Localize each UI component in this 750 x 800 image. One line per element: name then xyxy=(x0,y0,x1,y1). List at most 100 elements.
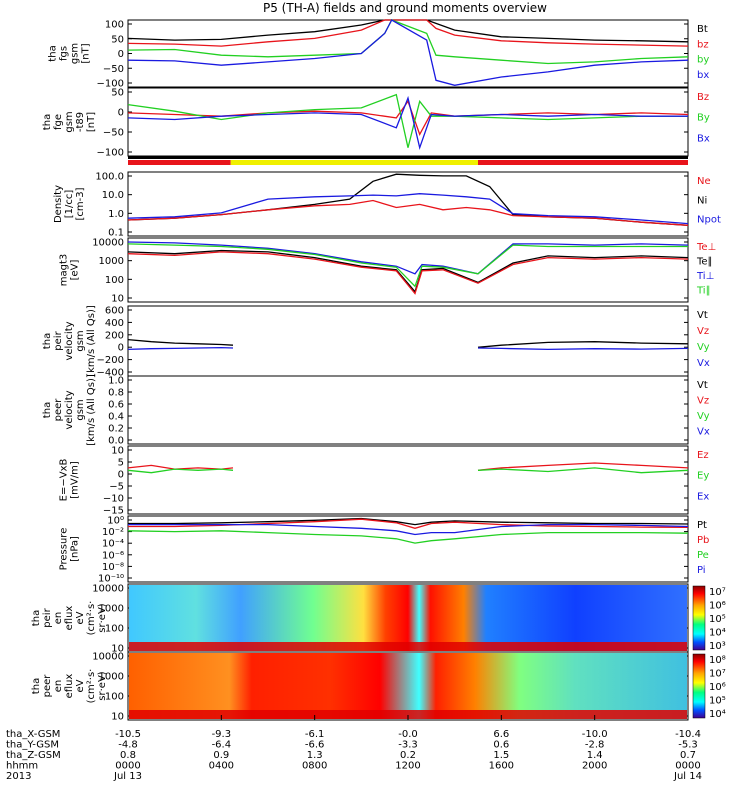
series-fgs xyxy=(127,19,689,65)
ytick-peir: −400 xyxy=(97,368,124,379)
legend-peer: Vx xyxy=(697,427,710,438)
legend-efield: Ey xyxy=(697,471,709,482)
ytick-peir: 200 xyxy=(105,330,124,341)
ytick-density: 10.0 xyxy=(102,190,124,201)
ytick-fgs: −50 xyxy=(103,64,124,75)
mode-bar-fast xyxy=(230,160,478,165)
legend-fgs: Bt xyxy=(697,24,708,35)
ytick-peer: 0.6 xyxy=(108,400,124,411)
ytick-fgs: −100 xyxy=(97,79,124,90)
mode-bar-slow-2 xyxy=(478,160,688,165)
xrow-value: -0.0 xyxy=(398,729,418,740)
series-pressure xyxy=(127,530,689,544)
legend-pressure: Pe xyxy=(697,550,709,561)
year-label: 2013 xyxy=(6,771,31,782)
colorbar-peer_en xyxy=(692,653,706,719)
colorbar-tick-peer_en: 10⁶ xyxy=(709,682,726,693)
spectrogram-band-peer_en xyxy=(129,710,687,719)
panel-peir_en: thapeirenefluxeV(cm²·s·sr·eV) 10000 1000 10… xyxy=(31,583,726,655)
panels: thafgsgsm[nT]100500−50−100Btbzbybxthafge… xyxy=(31,19,726,723)
xrow-value: -10.4 xyxy=(675,729,701,740)
xrow-value: 2000 xyxy=(582,761,607,772)
legend-peer: Vy xyxy=(697,411,710,422)
xrow-value: -6.4 xyxy=(212,740,232,751)
ylabel-density: Density[1/cc][cm-3] xyxy=(53,185,86,223)
ytick-peir: 0 xyxy=(118,343,124,354)
legend-fgs: bz xyxy=(697,39,709,50)
ylabel-efield: E=−VxB[mV/m] xyxy=(59,459,81,502)
xrow-value: -4.8 xyxy=(118,740,138,751)
ytick-peir: 600 xyxy=(105,306,124,317)
ytick-fgs: 50 xyxy=(111,34,124,45)
ytick-temp: 10000 xyxy=(92,238,124,249)
ytick-pressure: 10⁰ xyxy=(107,516,124,527)
mode-bar-slow xyxy=(128,160,231,165)
ytick-pressure: 10⁻² xyxy=(102,527,124,538)
ytick-peer: 1.0 xyxy=(108,376,124,387)
ytick-pressure: 10⁻⁴ xyxy=(102,539,124,550)
xrow-value: 0.9 xyxy=(213,750,229,761)
series-efield xyxy=(127,468,234,474)
spectrogram-peer_en xyxy=(129,653,687,719)
ytick-peer: 0.0 xyxy=(108,436,124,447)
xrow-value: -5.3 xyxy=(678,740,698,751)
series-peir xyxy=(477,341,689,348)
panel-frame-peir xyxy=(127,305,689,377)
legend-density: Ni xyxy=(697,195,707,206)
legend-fgs: bx xyxy=(697,70,709,81)
xrow-value: -3.3 xyxy=(398,740,418,751)
ytick-density: 100.0 xyxy=(95,172,124,183)
ytick-peer_en: 100 xyxy=(105,692,124,703)
x-axis-table: tha_X-GSM -10.5 -9.3 -6.1 -0.0 6.6 -10.0 -10.4 t… xyxy=(6,729,702,782)
ylabel-temp: magt3[eV] xyxy=(59,254,81,287)
series-pressure xyxy=(128,517,689,526)
xrow-label: hhmm xyxy=(6,761,38,772)
xrow-value: -2.8 xyxy=(585,740,605,751)
ytick-peir_en: 1000 xyxy=(99,604,124,615)
legend-peir: Vt xyxy=(697,310,708,321)
panel-frame-efield xyxy=(127,445,689,515)
series-efield xyxy=(127,464,234,470)
ylabel-peer_en: thapeerenefluxeV(cm²·s·sr·eV) xyxy=(31,669,108,704)
ytick-density: 1.0 xyxy=(108,209,124,220)
series-fgs xyxy=(127,19,689,86)
panel-fge: thafgegsm-t89[nT] 50 0 −50 −100 Bz By Bx xyxy=(42,87,710,159)
series-fgs xyxy=(127,19,689,47)
legend-peir: Vy xyxy=(697,342,710,353)
panel-temp: magt3[eV] 10000 1000 100 10 Te⊥ Te∥ Ti⊥ Ti∥ xyxy=(59,237,716,305)
xrow-label: tha_Z-GSM xyxy=(6,750,61,761)
ytick-fgs: 100 xyxy=(105,20,124,31)
legend-fge: Bz xyxy=(697,92,709,103)
colorbar-tick-peir_en: 10⁵ xyxy=(709,614,726,625)
xrow-value: 0000 xyxy=(115,761,140,772)
legend-fge: By xyxy=(697,113,710,124)
panel-density: Density[1/cc][cm-3] 100.0 10.0 1.0 0.1 Ne Ni Np… xyxy=(53,171,721,239)
legend-peir: Vz xyxy=(697,326,709,337)
xrow-value: -10.0 xyxy=(582,729,608,740)
xrow-label: tha_Y-GSM xyxy=(6,740,59,751)
legend-temp: Ti⊥ xyxy=(696,271,714,282)
ytick-peer: 0.2 xyxy=(108,424,124,435)
ytick-pressure: 10⁻⁶ xyxy=(102,550,124,561)
colorbar-tick-peer_en: 10⁸ xyxy=(709,655,726,666)
panel-frame-pressure xyxy=(127,515,689,583)
ytick-temp: 1000 xyxy=(99,256,124,267)
xrow-value: 0000 xyxy=(675,761,700,772)
ytick-efield: 0 xyxy=(118,470,124,481)
legend-density: Ne xyxy=(697,176,711,187)
ytick-peir: −200 xyxy=(97,355,124,366)
series-temp xyxy=(127,251,689,295)
mode-bar-top xyxy=(128,156,688,159)
ytick-temp: 10 xyxy=(111,294,124,305)
ytick-fgs: 0 xyxy=(118,49,124,60)
xrow-value: 0.6 xyxy=(493,740,509,751)
ytick-fge: −100 xyxy=(97,148,124,159)
xrow-value: 0.8 xyxy=(120,750,136,761)
legend-temp: Te∥ xyxy=(696,257,713,268)
xrow-value: 1.4 xyxy=(587,750,603,761)
series-efield xyxy=(477,467,689,474)
ytick-efield: 10 xyxy=(111,446,124,457)
